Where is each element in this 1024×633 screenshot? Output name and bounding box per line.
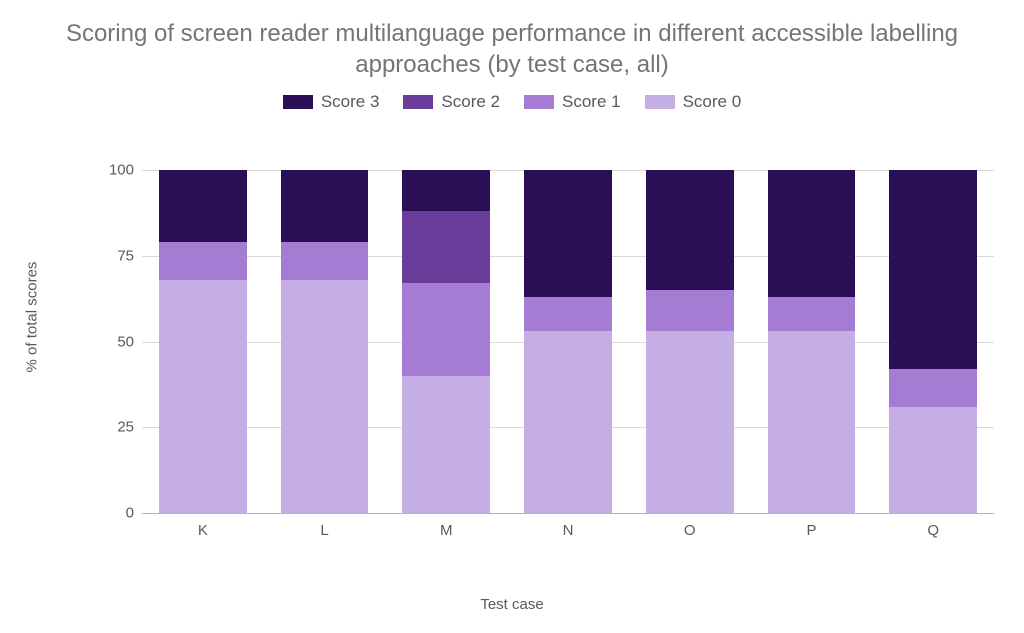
y-tick-label: 75 xyxy=(100,247,134,264)
y-tick-label: 0 xyxy=(100,505,134,522)
bar-slot: M xyxy=(385,170,507,513)
x-tick-label: P xyxy=(751,522,873,539)
bar-segment-score1 xyxy=(768,297,856,331)
bar-segment-score0 xyxy=(159,280,247,513)
x-tick-label: K xyxy=(142,522,264,539)
y-tick-label: 25 xyxy=(100,419,134,436)
bar-slot: K xyxy=(142,170,264,513)
chart-root: Scoring of screen reader multilanguage p… xyxy=(0,0,1024,633)
bar-segment-score1 xyxy=(524,297,612,331)
bar-segment-score0 xyxy=(281,280,369,513)
x-tick-label: Q xyxy=(872,522,994,539)
y-tick-label-container: 0255075100 xyxy=(100,170,134,513)
bar-segment-score0 xyxy=(646,331,734,513)
bar-segment-score0 xyxy=(768,331,856,513)
bar-segment-score1 xyxy=(281,242,369,280)
legend: Score 3 Score 2 Score 1 Score 0 xyxy=(0,92,1024,112)
x-tick-label: O xyxy=(629,522,751,539)
legend-item: Score 1 xyxy=(524,92,621,112)
legend-item: Score 2 xyxy=(403,92,500,112)
bar-slot: Q xyxy=(872,170,994,513)
bar xyxy=(889,170,977,513)
bar xyxy=(646,170,734,513)
y-tick-label: 100 xyxy=(100,162,134,179)
bar-slot: O xyxy=(629,170,751,513)
bar-segment-score0 xyxy=(524,331,612,513)
bar-segment-score2 xyxy=(402,211,490,283)
bar-segment-score1 xyxy=(159,242,247,280)
plot-wrap: KLMNOPQ 0255075100 xyxy=(100,170,994,543)
bar-segment-score3 xyxy=(159,170,247,242)
bar-segment-score0 xyxy=(889,407,977,513)
legend-item: Score 0 xyxy=(645,92,742,112)
bar xyxy=(281,170,369,513)
bar-segment-score3 xyxy=(646,170,734,290)
bar-segment-score0 xyxy=(402,376,490,513)
bar-slot: N xyxy=(507,170,629,513)
bar xyxy=(159,170,247,513)
x-tick-label: L xyxy=(264,522,386,539)
x-tick-label: N xyxy=(507,522,629,539)
bar xyxy=(402,170,490,513)
bar xyxy=(524,170,612,513)
bar-segment-score3 xyxy=(889,170,977,369)
bar-segment-score1 xyxy=(889,369,977,407)
bar-segment-score3 xyxy=(768,170,856,297)
bar-slot: L xyxy=(264,170,386,513)
legend-swatch xyxy=(283,95,313,109)
x-tick-label: M xyxy=(385,522,507,539)
bar-segment-score1 xyxy=(402,283,490,376)
x-axis-title: Test case xyxy=(0,596,1024,613)
legend-label: Score 3 xyxy=(321,92,380,112)
legend-swatch xyxy=(403,95,433,109)
legend-label: Score 2 xyxy=(441,92,500,112)
legend-label: Score 1 xyxy=(562,92,621,112)
legend-swatch xyxy=(524,95,554,109)
bars-row: KLMNOPQ xyxy=(142,170,994,513)
gridline xyxy=(142,513,994,514)
bar-segment-score1 xyxy=(646,290,734,331)
bar-segment-score3 xyxy=(524,170,612,297)
bar-segment-score3 xyxy=(402,170,490,211)
bar-slot: P xyxy=(751,170,873,513)
y-tick-label: 50 xyxy=(100,333,134,350)
legend-swatch xyxy=(645,95,675,109)
bar-segment-score3 xyxy=(281,170,369,242)
legend-item: Score 3 xyxy=(283,92,380,112)
chart-title: Scoring of screen reader multilanguage p… xyxy=(0,0,1024,80)
y-axis-title: % of total scores xyxy=(24,261,41,372)
bar xyxy=(768,170,856,513)
legend-label: Score 0 xyxy=(683,92,742,112)
